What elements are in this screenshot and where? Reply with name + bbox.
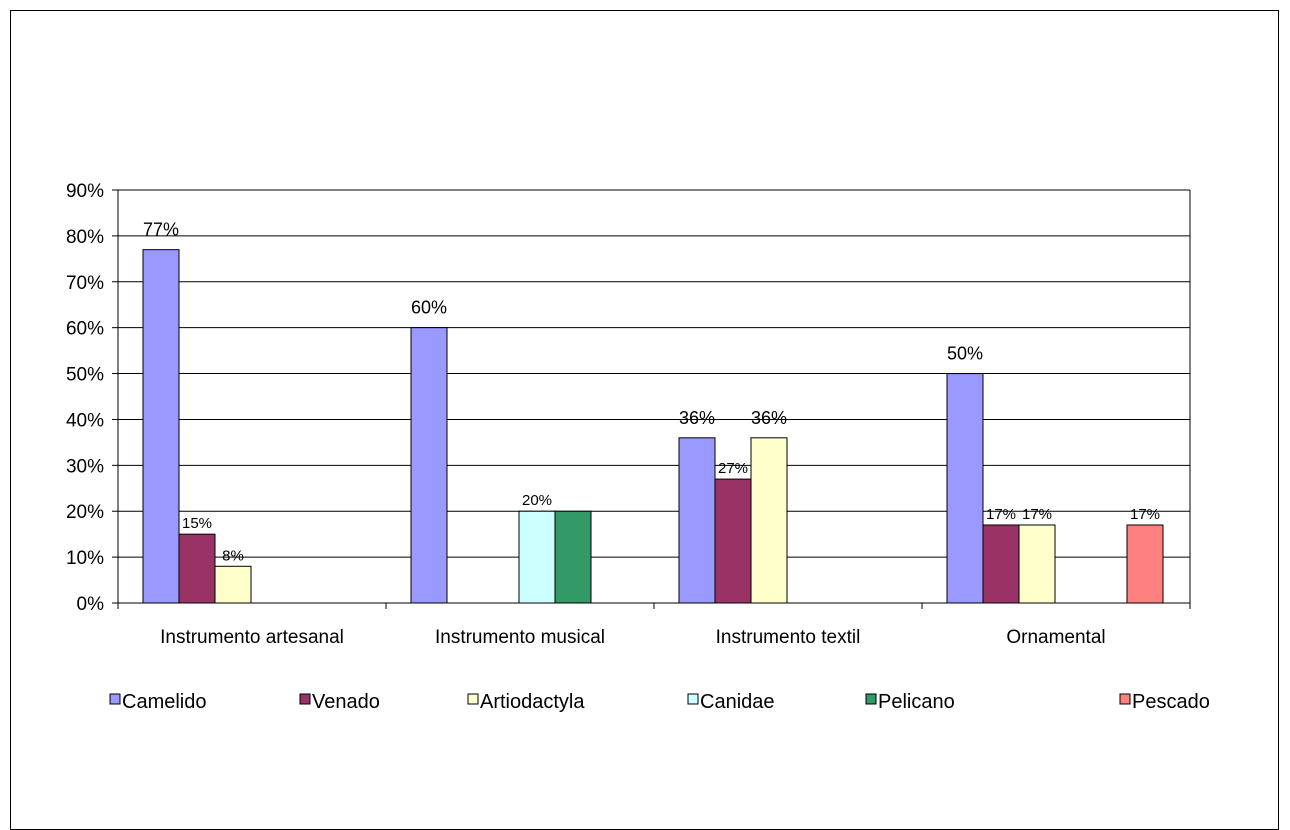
- legend-swatch: [109, 693, 121, 705]
- bar: [714, 478, 752, 604]
- y-tick-label: 60%: [66, 319, 104, 340]
- data-label: 60%: [411, 298, 447, 318]
- data-label: 15%: [182, 515, 212, 532]
- bar: [678, 437, 716, 604]
- y-tick-label: 90%: [66, 181, 104, 202]
- gridlines: [118, 189, 1190, 558]
- data-label: 27%: [718, 460, 748, 477]
- y-tick-label: 70%: [66, 273, 104, 294]
- x-category-label: Instrumento musical: [435, 627, 605, 648]
- legend-swatch: [467, 693, 479, 705]
- y-tick-label: 50%: [66, 365, 104, 386]
- x-category-label: Instrumento textil: [716, 627, 861, 648]
- y-tick-label: 30%: [66, 456, 104, 477]
- x-category-label: Ornamental: [1006, 627, 1105, 648]
- bar: [410, 327, 448, 604]
- axes: [112, 189, 1191, 609]
- bar: [518, 510, 556, 604]
- data-labels: 77% 60% 36% 50% 15% 27% 17% 8% 36% 17% 20% 17%: [143, 220, 1160, 565]
- y-tick-label: 20%: [66, 502, 104, 523]
- chart-frame: [10, 10, 1279, 830]
- legend-label: Pelicano: [878, 691, 955, 713]
- data-label: 17%: [1130, 506, 1160, 523]
- data-label: 50%: [947, 344, 983, 364]
- bar: [982, 524, 1020, 604]
- legend-swatch: [299, 693, 311, 705]
- y-tick-label: 80%: [66, 227, 104, 248]
- legend-label: Pescado: [1132, 691, 1210, 713]
- y-tick-label: 10%: [66, 548, 104, 569]
- data-label: 36%: [751, 408, 787, 428]
- y-tick-labels: 0% 10% 20% 30% 40% 50% 60% 70% 80% 90%: [66, 181, 104, 615]
- bar: [946, 373, 984, 604]
- y-tick-label: 0%: [77, 594, 105, 615]
- bar: [750, 437, 788, 604]
- data-label: 36%: [679, 408, 715, 428]
- data-label: 17%: [1022, 506, 1052, 523]
- legend-label: Canidae: [700, 691, 775, 713]
- legend-swatch: [1119, 693, 1131, 705]
- legend: Camelido Venado Artiodactyla Canidae Pelican…: [109, 691, 1210, 713]
- data-label: 8%: [222, 547, 244, 564]
- legend-swatch: [865, 693, 877, 705]
- bars: [142, 249, 1164, 604]
- data-label: 17%: [986, 506, 1016, 523]
- bar: [1126, 524, 1164, 604]
- data-label: 20%: [522, 492, 552, 509]
- bar: [1018, 524, 1056, 604]
- x-category-label: Instrumento artesanal: [160, 627, 344, 648]
- legend-label: Camelido: [122, 691, 206, 713]
- bar: [214, 565, 252, 604]
- legend-swatch: [687, 693, 699, 705]
- bar: [554, 510, 592, 604]
- data-label: 77%: [143, 220, 179, 240]
- bar: [142, 249, 180, 604]
- legend-label: Venado: [312, 691, 380, 713]
- bar: [178, 533, 216, 604]
- legend-label: Artiodactyla: [480, 691, 585, 713]
- x-category-labels: Instrumento artesanal Instrumento musical…: [160, 627, 1106, 648]
- y-tick-label: 40%: [66, 410, 104, 431]
